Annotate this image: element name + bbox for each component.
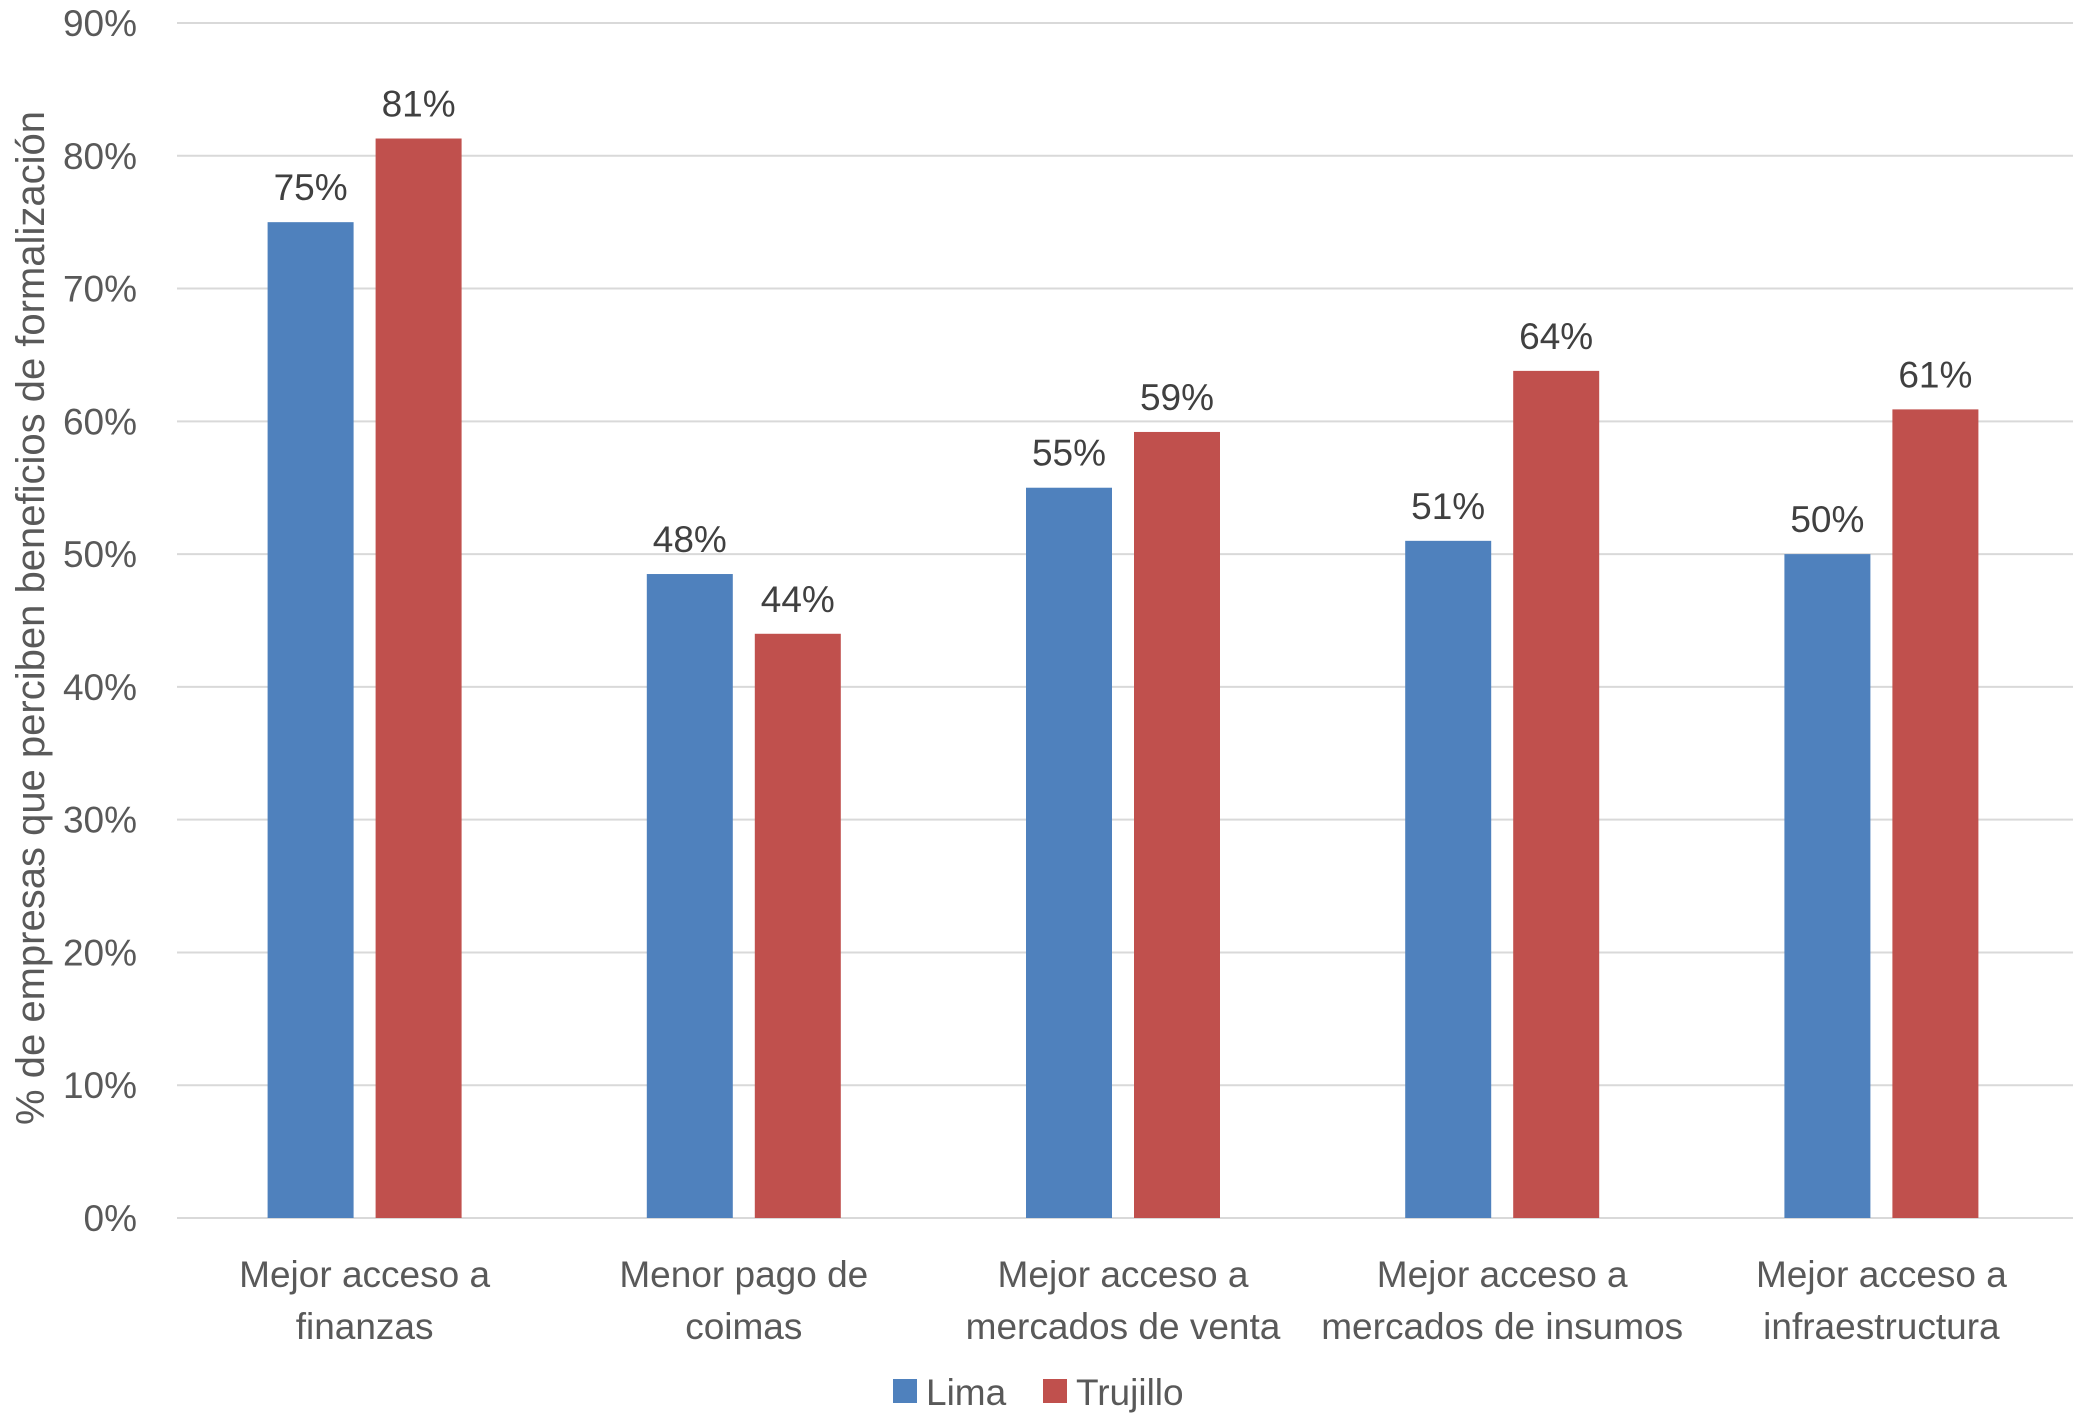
bar-lima-2 [646,574,733,1218]
data-label: 48% [653,519,727,560]
data-labels: 75% 81% 48% 44% 55% 59% 51% 64% 50% 61% [274,84,1973,620]
data-label: 75% [274,167,348,208]
legend-swatch [893,1379,917,1403]
y-tick-label: 70% [63,269,137,310]
legend-item-lima: Lima [893,1372,1007,1413]
y-tick-label: 40% [63,667,137,708]
data-label: 51% [1411,486,1485,527]
bar-trujillo-1 [375,138,462,1219]
legend-label: Trujillo [1076,1372,1184,1413]
y-tick-label: 0% [84,1198,137,1239]
bar-trujillo-4 [1513,370,1600,1218]
data-label: 59% [1140,377,1214,418]
category-label: Mejor acceso a [239,1254,490,1295]
category-label: Mejor acceso a [1377,1254,1628,1295]
gridlines [177,22,2073,1219]
bar-trujillo-5 [1892,409,1979,1219]
y-tick-label: 20% [63,932,137,973]
bar-trujillo-2 [754,633,841,1218]
bar-trujillo-3 [1134,431,1220,1218]
category-label: Menor pago de [619,1254,868,1295]
y-tick-label: 30% [63,800,137,841]
data-label: 44% [761,579,835,620]
category-label: finanzas [296,1306,434,1347]
bar-lima-5 [1784,554,1871,1218]
data-label: 64% [1519,316,1593,357]
y-axis-label: % de empresas que perciben beneficios de… [9,111,53,1125]
bar-lima-3 [1026,487,1112,1218]
bar-lima-4 [1405,540,1492,1218]
y-axis-ticks: 0% 10% 20% 30% 40% 50% 60% 70% 80% 90% [63,3,137,1239]
bar-lima-1 [267,222,354,1218]
legend-swatch [1043,1379,1067,1403]
bars [267,138,1979,1219]
x-axis-categories: Mejor acceso a finanzas Menor pago de coima… [239,1254,2007,1347]
data-label: 61% [1898,354,1972,395]
data-label: 55% [1032,433,1106,474]
category-label: Mejor acceso a [998,1254,1249,1295]
legend: Lima Trujillo [893,1372,1184,1413]
data-label: 81% [382,84,456,125]
y-tick-label: 80% [63,136,137,177]
y-tick-label: 50% [63,534,137,575]
y-tick-label: 60% [63,401,137,442]
category-label: Mejor acceso a [1756,1254,2007,1295]
category-label: mercados de insumos [1321,1306,1683,1347]
legend-label: Lima [926,1372,1007,1413]
data-label: 50% [1790,499,1864,540]
category-label: coimas [685,1306,802,1347]
category-label: mercados de venta [966,1306,1281,1347]
legend-item-trujillo: Trujillo [1043,1372,1184,1413]
category-label: infraestructura [1763,1306,2000,1347]
y-tick-label: 10% [63,1065,137,1106]
y-tick-label: 90% [63,3,137,44]
